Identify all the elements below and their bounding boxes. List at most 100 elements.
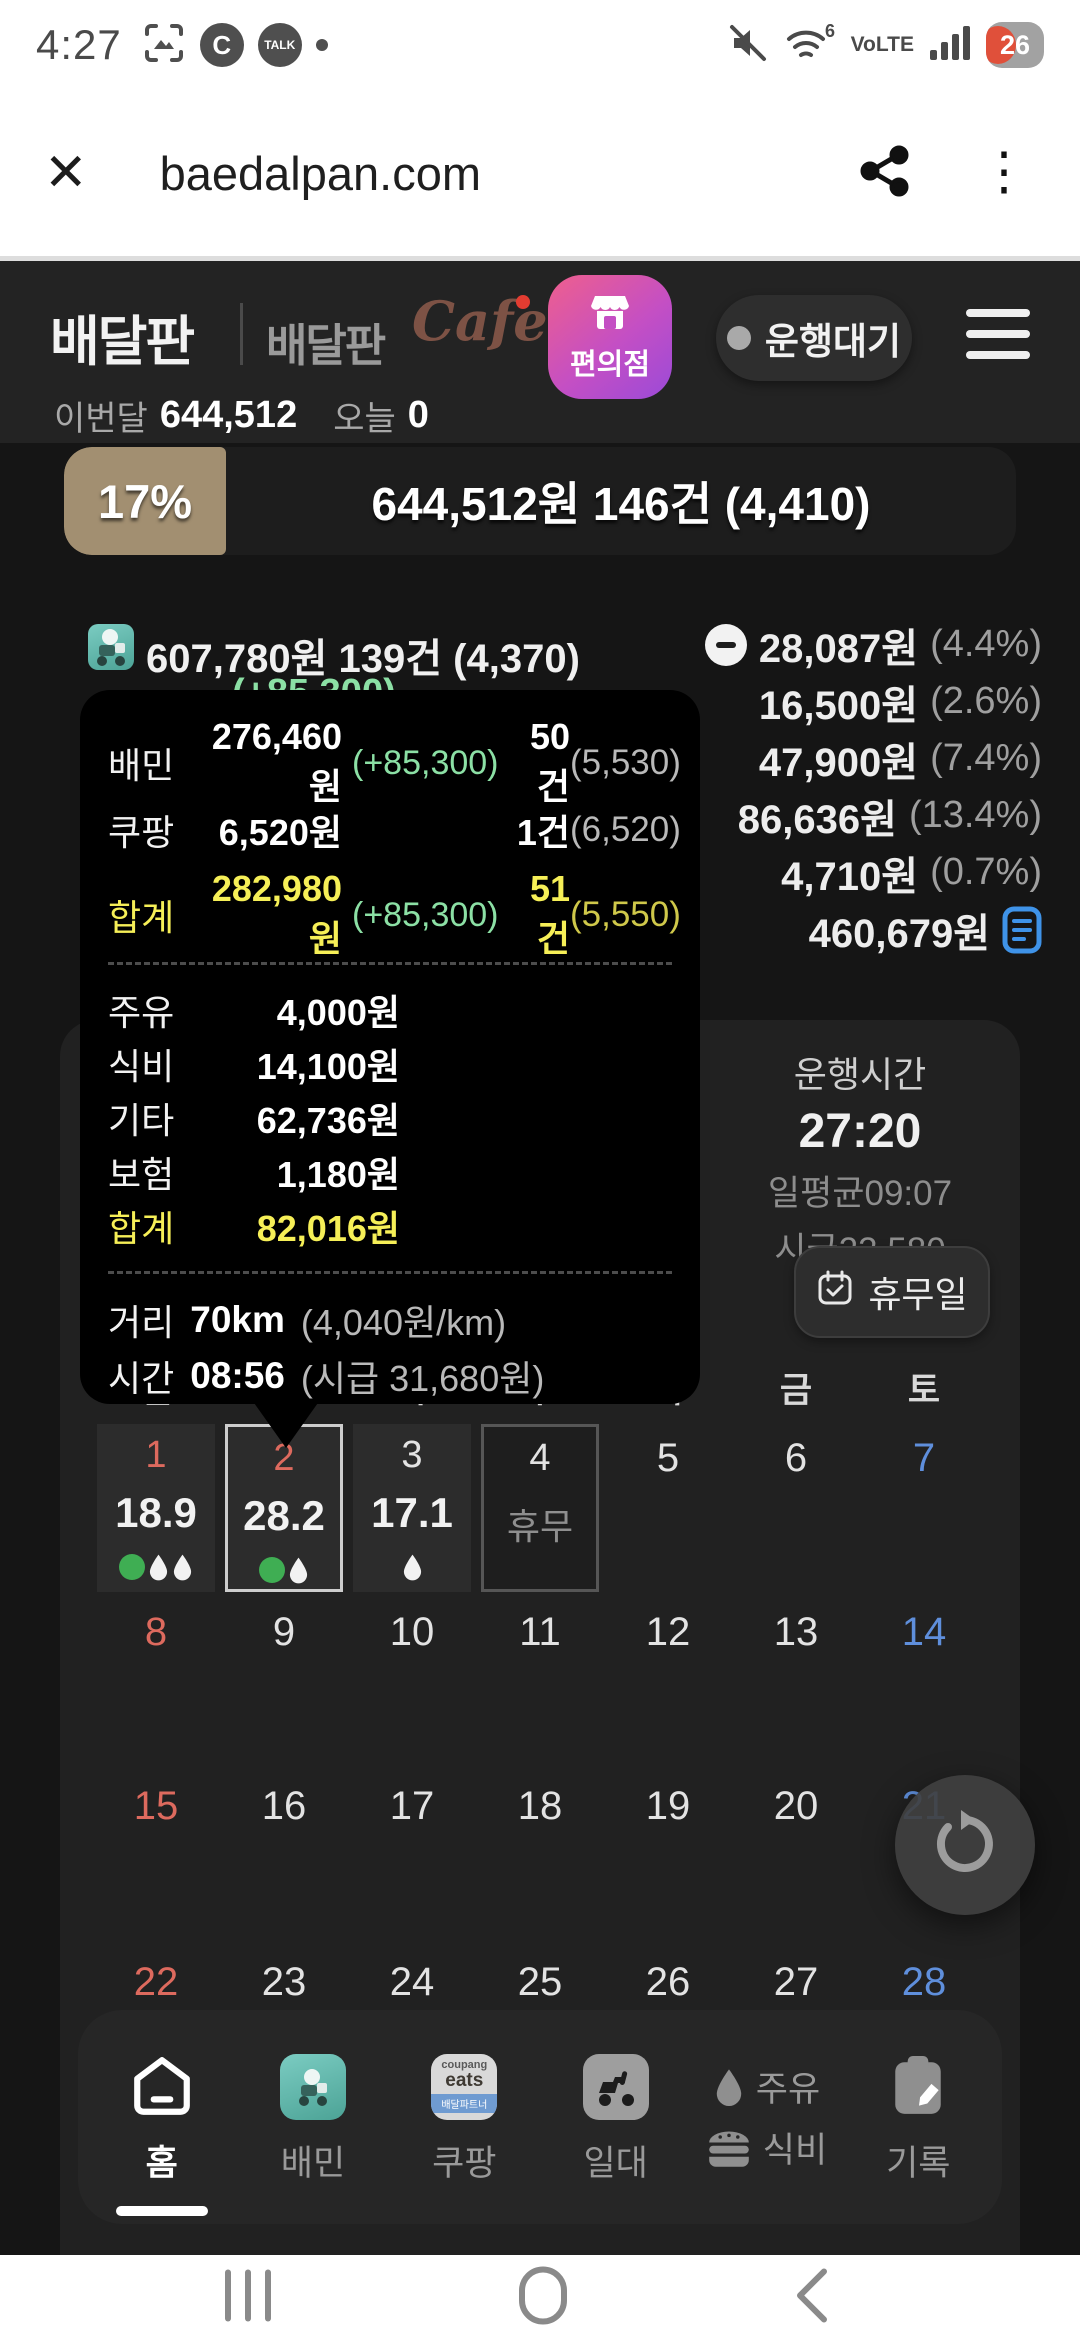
- calendar-day-slot: 7: [860, 1424, 988, 1592]
- fuel-drop-icon: [714, 2068, 744, 2106]
- recents-button[interactable]: [222, 2268, 274, 2327]
- progress-fill: 17%: [64, 447, 226, 555]
- calendar-day[interactable]: 25: [517, 1960, 563, 2004]
- metric-label: 거리: [108, 1302, 175, 1343]
- today-value: 0: [407, 394, 429, 436]
- battery-level-blob: [986, 26, 1016, 64]
- calendar-day-slot: 11: [476, 1598, 604, 1655]
- calendar-day[interactable]: 11: [519, 1610, 561, 1654]
- menu-kebab-icon[interactable]: ⋮: [978, 143, 1030, 202]
- calendar-week: 15161718192021: [92, 1772, 988, 1829]
- calendar-day-cell[interactable]: 4 휴무: [481, 1424, 599, 1592]
- calendar-day[interactable]: 18: [517, 1784, 563, 1828]
- calendar-day-slot: 14: [860, 1598, 988, 1655]
- calendar-day-slot: 22: [92, 1948, 220, 2005]
- day-markers: [228, 1556, 340, 1584]
- calendar-day-slot: 6: [732, 1424, 860, 1592]
- calendar-day[interactable]: 6: [784, 1436, 808, 1480]
- note-icon[interactable]: [1002, 906, 1042, 954]
- deduction-row: 86,636원 (13.4%): [560, 787, 1042, 844]
- baemin-app-icon: [279, 2049, 346, 2125]
- monthly-progress-bar[interactable]: 17% 644,512원 146건 (4,410): [64, 447, 1016, 555]
- close-icon[interactable]: ✕: [44, 144, 88, 202]
- calendar-day[interactable]: 24: [389, 1960, 435, 2004]
- baemin-app-icon: [88, 624, 134, 670]
- refresh-button[interactable]: [895, 1775, 1035, 1915]
- expense-amount: 4,000원: [276, 992, 400, 1033]
- hamburger-menu-icon[interactable]: [966, 309, 1030, 359]
- deduction-row: 28,087원 (4.4%): [560, 616, 1042, 673]
- nav-item-배민[interactable]: 배민: [237, 2010, 388, 2224]
- daily-average: 일평균09:07: [767, 1174, 953, 1213]
- driving-status-button[interactable]: 운행대기: [716, 295, 912, 381]
- calendar-day-cell[interactable]: 2 28.2: [225, 1424, 343, 1592]
- deduction-percent: (0.7%): [930, 851, 1042, 893]
- holiday-button[interactable]: 휴무일: [794, 1246, 990, 1338]
- home-button[interactable]: [518, 2265, 568, 2330]
- weekday-label: 토: [907, 1371, 941, 1410]
- calendar-day[interactable]: 23: [261, 1960, 307, 2004]
- revenue-amount: 6,520원: [218, 812, 342, 853]
- calendar-day[interactable]: 13: [773, 1610, 819, 1654]
- calendar-day[interactable]: 27: [773, 1960, 819, 2004]
- calendar-day[interactable]: 12: [645, 1610, 691, 1654]
- calendar-day[interactable]: 15: [133, 1784, 179, 1828]
- convenience-store-button[interactable]: 편의점 N: [548, 275, 672, 399]
- expense-amount: 14,100원: [256, 1046, 400, 1087]
- logo-baedalpan[interactable]: 배달판: [50, 312, 195, 372]
- metric-value: 70km: [190, 1299, 285, 1340]
- today-label: 오늘: [333, 400, 396, 438]
- calendar-day[interactable]: 7: [912, 1436, 936, 1480]
- calendar-day[interactable]: 26: [645, 1960, 691, 2004]
- calendar-day-slot: 20: [732, 1772, 860, 1829]
- calendar-day-cell[interactable]: 1 18.9: [97, 1424, 215, 1592]
- nav-label: 기록: [886, 2143, 951, 2183]
- nav-item-쿠팡[interactable]: coupang eats 배달파트너 쿠팡: [389, 2010, 540, 2224]
- day-earnings: 18.9: [115, 1489, 197, 1536]
- day-markers: [97, 1553, 215, 1581]
- tooltip-expense-row: 보험 1,180원: [108, 1145, 672, 1199]
- url-text[interactable]: baedalpan.com: [159, 146, 481, 200]
- deduction-value: 460,679원: [808, 911, 990, 956]
- notification-dot-icon: [315, 39, 328, 51]
- calendar-day[interactable]: 17: [389, 1784, 435, 1828]
- nav-item-홈[interactable]: 홈: [86, 2010, 237, 2224]
- calendar-day[interactable]: 9: [272, 1610, 296, 1654]
- holiday-button-label: 휴무일: [868, 1274, 968, 1315]
- calendar-day[interactable]: 14: [901, 1610, 947, 1654]
- calendar-day[interactable]: 10: [389, 1610, 435, 1654]
- calendar-day[interactable]: 20: [773, 1784, 819, 1828]
- record-icon: [891, 2049, 945, 2125]
- nav-item-주유[interactable]: 주유 식비: [691, 2010, 842, 2224]
- nav-label-fuel: 주유: [755, 2070, 821, 2109]
- day-number: 1: [145, 1434, 167, 1476]
- expense-label: 합계: [108, 1208, 175, 1249]
- share-icon[interactable]: [858, 144, 912, 203]
- deduction-row: 47,900원 (7.4%): [560, 730, 1042, 787]
- nav-item-일대[interactable]: 일대: [540, 2010, 691, 2224]
- calendar-day[interactable]: 19: [645, 1784, 691, 1828]
- metric-value: 08:56: [190, 1355, 285, 1396]
- logo-baedalpan-cafe[interactable]: 배달판: [266, 320, 386, 371]
- calendar-day-cell[interactable]: 3 17.1: [353, 1424, 471, 1592]
- calendar-day[interactable]: 28: [901, 1960, 947, 2004]
- battery-icon: 26: [986, 22, 1044, 68]
- calendar-day[interactable]: 8: [144, 1610, 168, 1654]
- fuel-drop-icon: [288, 1556, 309, 1584]
- minus-circle-icon[interactable]: [704, 623, 747, 666]
- nav-label: 일대: [583, 2143, 648, 2183]
- drive-time-title: 운행시간: [793, 1054, 927, 1095]
- mute-icon: [727, 22, 769, 69]
- calendar-day[interactable]: 5: [656, 1436, 680, 1480]
- expense-label: 주유: [108, 992, 175, 1033]
- calendar-day-slot: 16: [220, 1772, 348, 1829]
- calendar-week: 1 18.9 2 28.2 3 17.1 4 휴무 5 6 7: [92, 1424, 988, 1592]
- expense-amount: 62,736원: [256, 1100, 400, 1141]
- calendar-day[interactable]: 22: [133, 1960, 179, 2004]
- calendar-day[interactable]: 16: [261, 1784, 307, 1828]
- calendar-day-slot: 13: [732, 1598, 860, 1655]
- nav-item-기록[interactable]: 기록: [843, 2010, 994, 2224]
- svg-text:6: 6: [825, 21, 835, 41]
- deduction-percent: (13.4%): [908, 794, 1042, 836]
- back-button[interactable]: [792, 2265, 832, 2330]
